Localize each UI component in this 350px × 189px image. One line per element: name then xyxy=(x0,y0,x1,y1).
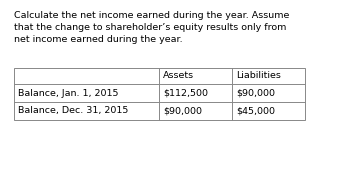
Bar xyxy=(14,68,305,120)
Text: $112,500: $112,500 xyxy=(163,88,208,98)
Text: Balance, Dec. 31, 2015: Balance, Dec. 31, 2015 xyxy=(18,106,128,115)
Text: Calculate the net income earned during the year. Assume: Calculate the net income earned during t… xyxy=(14,11,289,20)
Text: Liabilities: Liabilities xyxy=(236,71,281,81)
Text: net income earned during the year.: net income earned during the year. xyxy=(14,35,183,44)
Text: Balance, Jan. 1, 2015: Balance, Jan. 1, 2015 xyxy=(18,88,119,98)
Text: $45,000: $45,000 xyxy=(236,106,275,115)
Text: $90,000: $90,000 xyxy=(163,106,202,115)
Text: Assets: Assets xyxy=(163,71,194,81)
Text: $90,000: $90,000 xyxy=(236,88,275,98)
Text: that the change to shareholder’s equity results only from: that the change to shareholder’s equity … xyxy=(14,23,286,32)
